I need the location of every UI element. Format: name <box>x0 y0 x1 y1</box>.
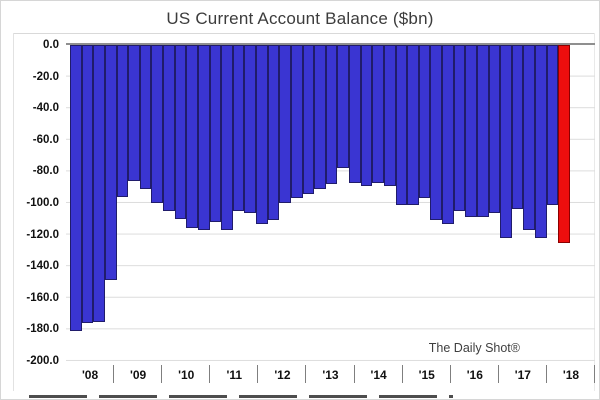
x-tick-label: '13 <box>322 368 339 382</box>
bar <box>174 45 187 219</box>
x-tick-year: '08 <box>66 364 115 386</box>
bar <box>104 45 117 281</box>
x-tick-separator <box>401 365 403 383</box>
x-tick-separator <box>497 365 499 383</box>
bar <box>279 45 291 203</box>
bar <box>232 45 245 211</box>
bar <box>139 45 152 189</box>
bar <box>407 45 419 205</box>
x-tick-year: '14 <box>355 364 403 386</box>
x-tick-year: '13 <box>306 364 355 386</box>
x-tick-year: '18 <box>547 364 596 386</box>
cropped-bottom-artifact <box>29 395 453 398</box>
y-tick-label: -160.0 <box>26 291 59 304</box>
bar <box>511 45 524 210</box>
bar <box>197 45 210 230</box>
y-tick-label: -60.0 <box>32 133 59 146</box>
x-tick-label: '14 <box>370 368 387 382</box>
bar <box>302 45 315 194</box>
chart-frame-top-line <box>13 33 595 34</box>
bar <box>116 45 129 197</box>
x-tick-year: '17 <box>499 364 547 386</box>
plot-area: The Daily Shot® <box>66 43 595 361</box>
x-tick-separator <box>594 365 596 383</box>
bar <box>349 45 361 183</box>
x-tick-label: '16 <box>466 368 483 382</box>
bar <box>325 45 338 184</box>
bar <box>500 45 512 238</box>
x-tick-label: '15 <box>418 368 435 382</box>
bar <box>523 45 535 230</box>
bar <box>465 45 477 218</box>
y-tick-label: -120.0 <box>26 228 59 241</box>
y-tick-label: -80.0 <box>32 165 59 178</box>
x-tick-year: '15 <box>403 364 451 386</box>
x-tick-label: '12 <box>274 368 291 382</box>
bar <box>383 45 396 186</box>
x-tick-label: '08 <box>81 368 99 382</box>
bar <box>70 45 82 331</box>
chart-title: US Current Account Balance ($bn) <box>166 9 434 28</box>
bar <box>256 45 268 224</box>
bar-highlighted-latest <box>558 45 570 243</box>
x-tick-label: '11 <box>226 368 243 382</box>
bar <box>93 45 105 322</box>
bar <box>221 45 233 230</box>
bar <box>163 45 175 211</box>
x-tick-separator <box>545 365 547 383</box>
x-tick-year: '12 <box>258 364 307 386</box>
bar <box>546 45 559 205</box>
bar <box>535 45 547 238</box>
bar-series <box>70 45 570 361</box>
x-tick-year: '10 <box>162 364 211 386</box>
x-tick-separator <box>161 365 163 383</box>
x-tick-year: '09 <box>114 364 163 386</box>
bar <box>395 45 408 205</box>
bar <box>314 45 326 189</box>
x-tick-separator <box>305 365 307 383</box>
x-tick-separator <box>257 365 259 383</box>
x-tick-label: '18 <box>562 368 580 382</box>
bar <box>81 45 94 324</box>
x-tick-label: '09 <box>130 368 147 382</box>
x-tick-label: '17 <box>514 368 531 382</box>
bar <box>453 45 466 211</box>
x-tick-separator <box>449 365 451 383</box>
bar <box>360 45 373 186</box>
bar <box>418 45 431 199</box>
y-tick-label: -200.0 <box>26 355 59 367</box>
bar <box>430 45 442 221</box>
watermark: The Daily Shot® <box>428 341 520 355</box>
y-tick-label: -40.0 <box>32 102 59 115</box>
x-tick-separator <box>353 365 355 383</box>
bar <box>244 45 256 213</box>
x-tick-separator <box>113 365 115 383</box>
chart-frame-left-line <box>13 33 14 391</box>
bar <box>337 45 349 169</box>
y-tick-label: 0.0 <box>43 39 59 51</box>
bar <box>267 45 280 221</box>
x-tick-year: '16 <box>451 364 499 386</box>
bar <box>209 45 222 222</box>
x-axis: '08 '09 '10 '11 '12 '13 '14 '15 '16 '17 '18 <box>66 364 596 386</box>
y-tick-label: -140.0 <box>26 260 59 273</box>
bar <box>128 45 140 181</box>
y-tick-label: -100.0 <box>26 197 59 209</box>
bar <box>151 45 163 203</box>
bar <box>186 45 198 229</box>
zero-axis-line <box>66 43 595 45</box>
y-tick-label: -180.0 <box>26 323 59 336</box>
bar <box>488 45 501 213</box>
x-tick-separator <box>209 365 211 383</box>
y-tick-label: -20.0 <box>32 70 59 83</box>
bar <box>442 45 454 224</box>
bar <box>476 45 489 218</box>
x-tick-label: '10 <box>178 368 195 382</box>
bar <box>372 45 384 183</box>
x-tick-year: '11 <box>210 364 259 386</box>
bar <box>290 45 303 199</box>
